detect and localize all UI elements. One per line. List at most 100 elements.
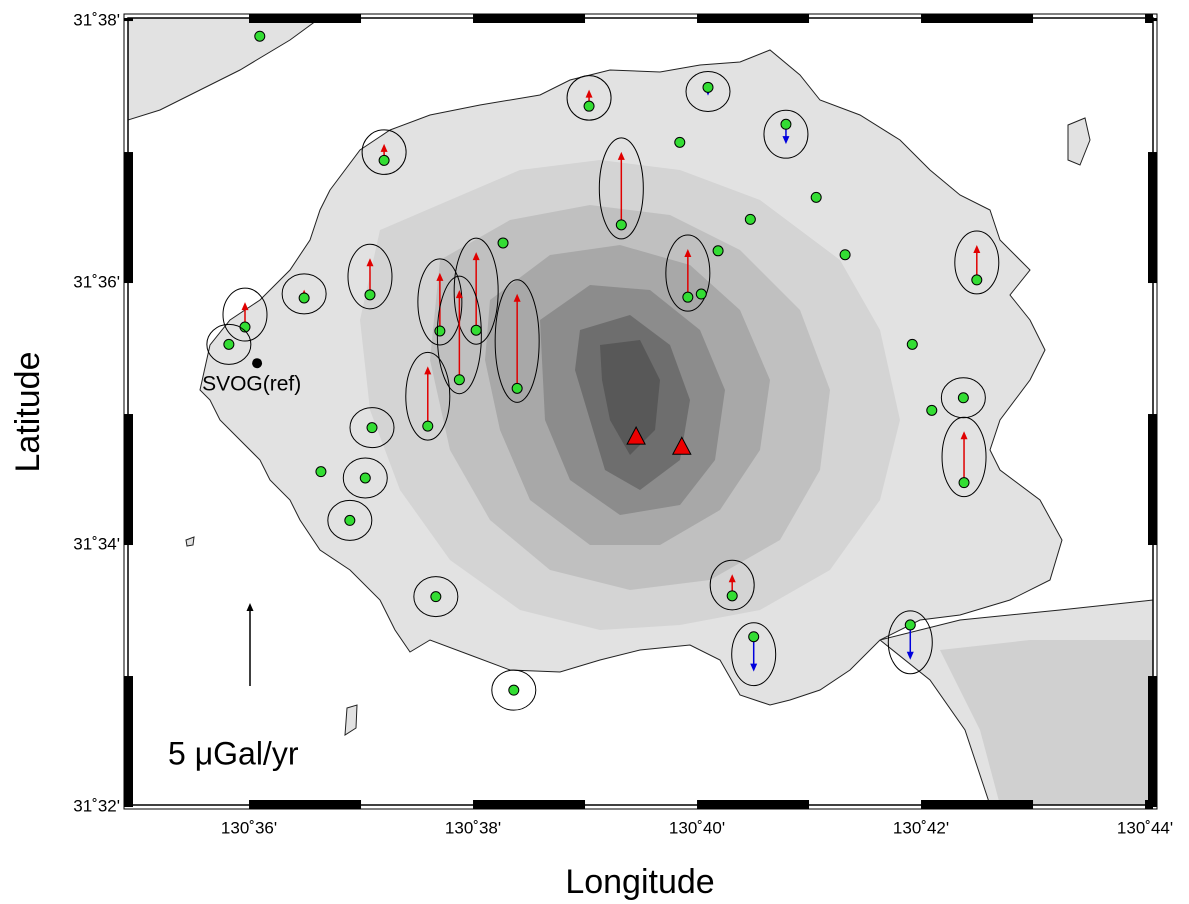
error-ellipse bbox=[494, 279, 540, 403]
station bbox=[926, 404, 938, 416]
station bbox=[712, 245, 724, 257]
station bbox=[682, 291, 694, 303]
map-frame bbox=[127, 17, 1154, 806]
station bbox=[344, 514, 356, 526]
station bbox=[497, 237, 509, 249]
frame-bar bbox=[124, 18, 133, 22]
error-ellipse bbox=[361, 129, 407, 175]
station bbox=[810, 191, 822, 203]
station bbox=[364, 289, 376, 301]
scale-arrow bbox=[246, 603, 254, 686]
error-ellipse bbox=[941, 416, 987, 498]
gravity-vector bbox=[424, 366, 432, 427]
vent bbox=[671, 436, 692, 455]
error-ellipse bbox=[281, 273, 327, 315]
gravity-vector bbox=[472, 252, 480, 331]
station bbox=[359, 472, 371, 484]
station bbox=[958, 477, 970, 489]
station bbox=[430, 591, 442, 603]
error-ellipse bbox=[327, 499, 373, 541]
error-ellipse bbox=[342, 457, 388, 499]
station bbox=[422, 420, 434, 432]
y-tick-label: 31˚34' bbox=[73, 535, 120, 554]
error-ellipse bbox=[206, 323, 252, 365]
station bbox=[695, 288, 707, 300]
station bbox=[748, 631, 760, 643]
station bbox=[366, 422, 378, 434]
error-ellipse bbox=[405, 351, 451, 441]
frame-bar bbox=[1148, 18, 1157, 22]
frame-bar bbox=[697, 14, 810, 23]
reference-station bbox=[252, 358, 263, 369]
frame-bar bbox=[697, 800, 810, 809]
station bbox=[511, 382, 523, 394]
frame-bar bbox=[124, 152, 133, 284]
station bbox=[378, 154, 390, 166]
frame-bar bbox=[1148, 152, 1157, 284]
frame-bar bbox=[473, 14, 586, 23]
error-ellipse bbox=[763, 109, 809, 159]
station bbox=[508, 684, 520, 696]
error-ellipse bbox=[954, 230, 1000, 295]
frame-bar bbox=[249, 14, 362, 23]
frame-bar bbox=[1148, 676, 1157, 808]
station bbox=[615, 219, 627, 231]
y-tick-label: 31˚36' bbox=[73, 273, 120, 292]
error-ellipse bbox=[347, 243, 393, 310]
station bbox=[839, 249, 851, 261]
y-tick-label: 31˚32' bbox=[73, 797, 120, 816]
station bbox=[223, 338, 235, 350]
frame-bar bbox=[921, 14, 1034, 23]
error-ellipse bbox=[685, 70, 731, 112]
x-tick-label: 130˚42' bbox=[893, 818, 949, 837]
error-ellipse bbox=[731, 622, 777, 687]
station bbox=[453, 374, 465, 386]
x-tick-label: 130˚36' bbox=[221, 818, 277, 837]
frame-outline bbox=[123, 13, 1158, 810]
vent bbox=[626, 426, 646, 445]
station bbox=[904, 619, 916, 631]
error-ellipse bbox=[940, 377, 986, 419]
terrain bbox=[128, 18, 1153, 805]
station bbox=[744, 213, 756, 225]
reference-label: SVOG(ref) bbox=[202, 373, 301, 396]
station bbox=[906, 338, 918, 350]
frame-bar bbox=[921, 800, 1034, 809]
error-ellipse bbox=[436, 275, 482, 395]
error-ellipse bbox=[417, 258, 463, 346]
error-ellipse bbox=[349, 407, 395, 449]
x-tick-label: 130˚44' bbox=[1117, 818, 1173, 837]
x-axis-label: Longitude bbox=[565, 863, 714, 901]
station bbox=[583, 100, 595, 112]
error-ellipse bbox=[222, 287, 268, 342]
gravity-vector bbox=[513, 293, 521, 389]
gravity-vector bbox=[684, 249, 692, 298]
error-ellipse bbox=[491, 669, 537, 711]
station bbox=[674, 136, 686, 148]
error-ellipse bbox=[413, 576, 459, 618]
gravity-vector bbox=[617, 151, 625, 225]
frame-bar bbox=[1148, 414, 1157, 546]
station bbox=[434, 325, 446, 337]
error-ellipse bbox=[453, 237, 499, 345]
error-ellipse bbox=[598, 137, 644, 240]
station bbox=[971, 274, 983, 286]
station bbox=[470, 324, 482, 336]
gravity-vector bbox=[455, 290, 463, 380]
station bbox=[254, 30, 266, 42]
station bbox=[315, 466, 327, 478]
y-tick-label: 31˚38' bbox=[73, 11, 120, 30]
scale-label: 5 μGal/yr bbox=[168, 735, 299, 771]
error-ellipse bbox=[566, 75, 612, 121]
error-ellipse bbox=[665, 234, 711, 312]
station bbox=[780, 118, 792, 130]
error-ellipse bbox=[709, 559, 755, 611]
station bbox=[726, 590, 738, 602]
frame-bar bbox=[473, 800, 586, 809]
station bbox=[957, 392, 969, 404]
error-ellipse bbox=[887, 610, 933, 675]
x-tick-label: 130˚40' bbox=[669, 818, 725, 837]
x-tick-label: 130˚38' bbox=[445, 818, 501, 837]
frame-bar bbox=[124, 414, 133, 546]
